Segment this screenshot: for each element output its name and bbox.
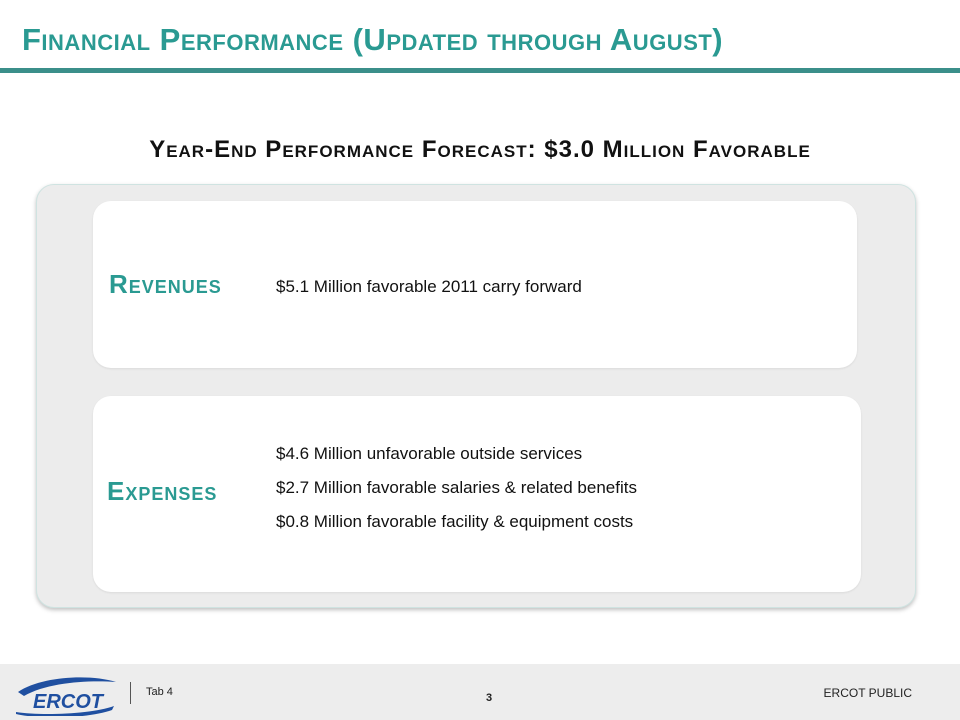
title-divider bbox=[0, 68, 960, 73]
expenses-card: Expenses $4.6 Million unfavorable outsid… bbox=[93, 396, 861, 592]
expenses-items: $4.6 Million unfavorable outside service… bbox=[276, 444, 637, 546]
expenses-item: $2.7 Million favorable salaries & relate… bbox=[276, 478, 637, 497]
expenses-label: Expenses bbox=[107, 476, 218, 506]
expenses-item: $0.8 Million favorable facility & equipm… bbox=[276, 512, 634, 531]
ercot-logo-text: ERCOT bbox=[33, 691, 105, 713]
classification-label: ERCOT PUBLIC bbox=[823, 686, 912, 700]
footer-bar: ERCOT Tab 4 3 ERCOT PUBLIC bbox=[0, 664, 960, 720]
revenues-label: Revenues bbox=[109, 269, 222, 299]
slide-subtitle: Year-End Performance Forecast: $3.0 Mill… bbox=[149, 136, 811, 163]
expenses-item: $4.6 Million unfavorable outside service… bbox=[276, 444, 583, 463]
forecast-panel: Revenues $5.1 Million favorable 2011 car… bbox=[36, 184, 916, 608]
footer-divider bbox=[130, 682, 131, 704]
ercot-logo-icon: ERCOT bbox=[16, 677, 116, 716]
slide-title: Financial Performance (Updated through A… bbox=[22, 22, 724, 57]
revenues-item: $5.1 Million favorable 2011 carry forwar… bbox=[276, 277, 582, 296]
tab-label: Tab 4 bbox=[146, 686, 173, 698]
page-number: 3 bbox=[486, 692, 493, 704]
revenues-card: Revenues $5.1 Million favorable 2011 car… bbox=[93, 201, 857, 368]
revenues-items: $5.1 Million favorable 2011 carry forwar… bbox=[276, 277, 582, 311]
